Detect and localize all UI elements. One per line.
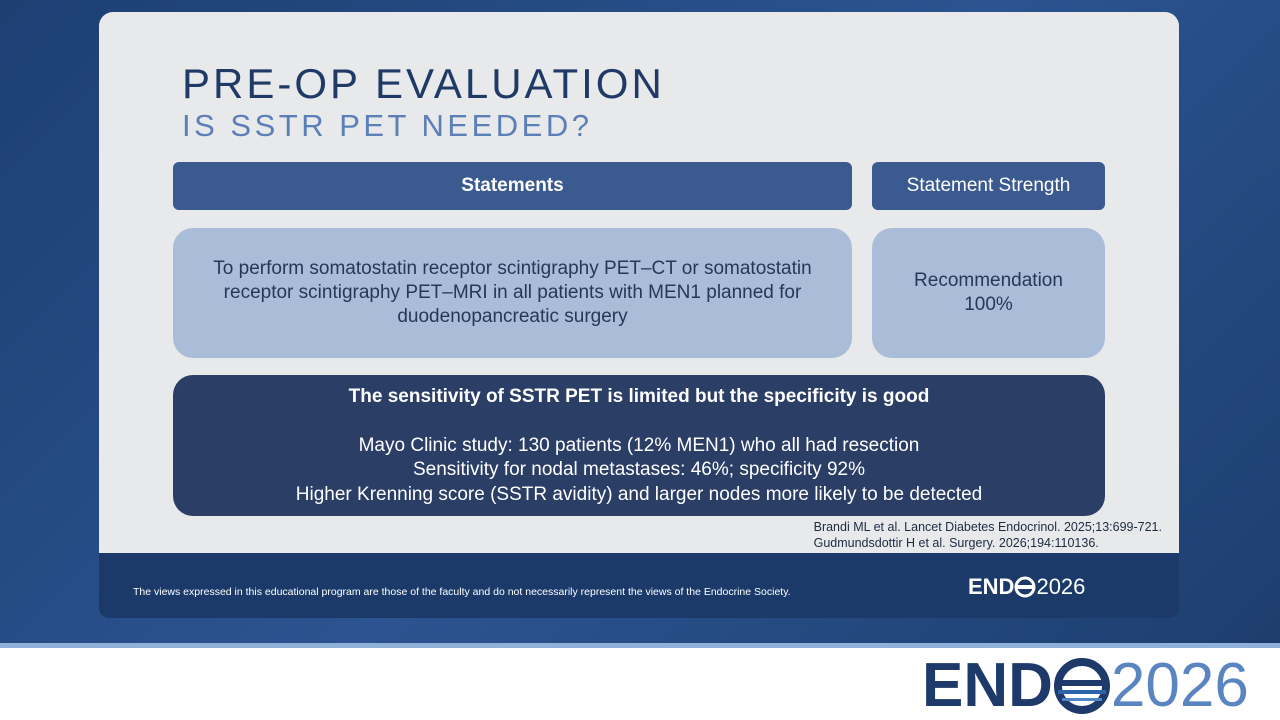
- evidence-line: Sensitivity for nodal metastases: 46%; s…: [413, 459, 865, 480]
- evidence-line: Mayo Clinic study: 130 patients (12% MEN…: [358, 434, 920, 456]
- strength: Recommendation: [914, 270, 1063, 291]
- disclaimer: The views expressed in this educational …: [133, 586, 791, 598]
- strength-cell: Recommendation 100%: [872, 228, 1105, 358]
- evidence-heading: The sensitivity of SSTR PET is limited b…: [348, 386, 930, 407]
- logo-globe: [1014, 576, 1036, 598]
- title: PRE-OP EVALUATION: [182, 60, 665, 107]
- reference: Brandi ML et al. Lancet Diabetes Endocri…: [813, 520, 1162, 534]
- footer-logo: END 2026: [968, 574, 1085, 600]
- statement: To perform somatostatin receptor scintig…: [213, 258, 812, 327]
- statement-cell: To perform somatostatin receptor scintig…: [173, 228, 852, 358]
- references: Brandi ML et al. Lancet Diabetes Endocri…: [814, 519, 1162, 551]
- card-footer: [99, 553, 1179, 618]
- subtitle: IS SSTR PET NEEDED?: [182, 108, 593, 143]
- evidence-line: Higher Krenning score (SSTR avidity) and…: [295, 483, 983, 505]
- logo-year: 2026: [1110, 651, 1249, 720]
- evidence-box: The sensitivity of SSTR PET is limited b…: [173, 375, 1105, 516]
- main-logo: END 2026: [922, 650, 1249, 720]
- column-header: Statements: [173, 162, 852, 210]
- reference: Gudmundsdottir H et al. Surgery. 2026;19…: [813, 536, 1099, 550]
- logo-brand: END: [968, 574, 1015, 599]
- logo-brand: END: [922, 651, 1053, 720]
- strength-value: 100%: [964, 294, 1013, 315]
- logo-globe: [1053, 657, 1110, 714]
- column-header: Statement Strength: [872, 162, 1105, 210]
- logo-year: 2026: [1036, 574, 1086, 599]
